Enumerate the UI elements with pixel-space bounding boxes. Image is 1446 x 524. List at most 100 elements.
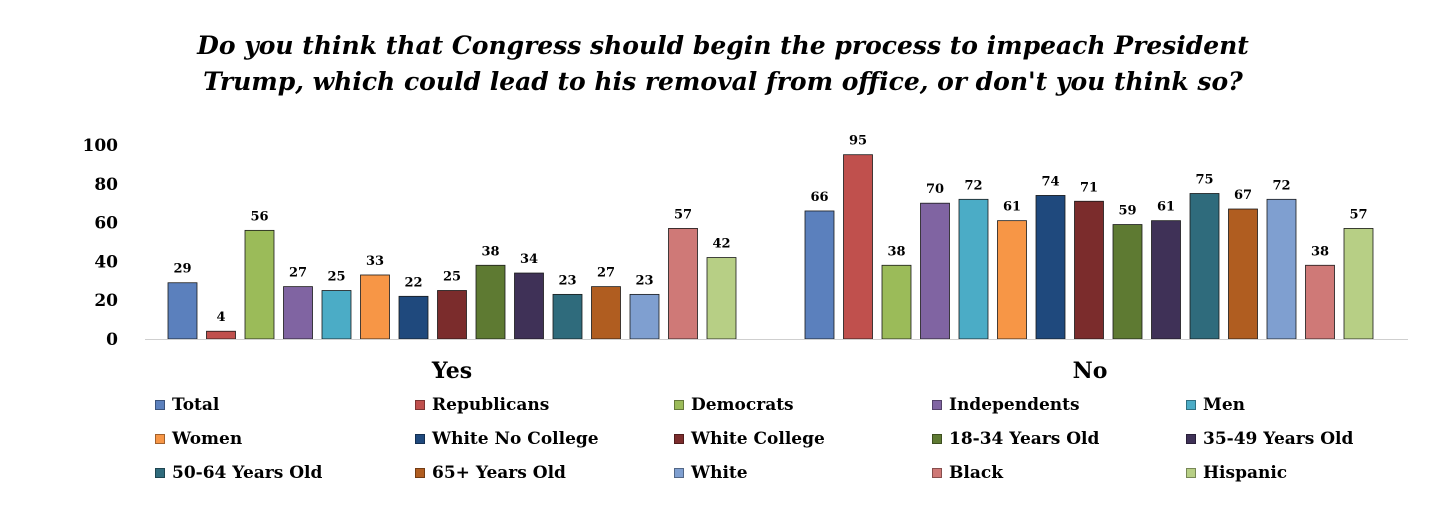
legend-label: Hispanic <box>1203 463 1288 483</box>
bar <box>244 229 275 340</box>
bar <box>629 293 660 340</box>
legend-item: Women <box>155 429 242 449</box>
legend-item: Total <box>155 395 219 415</box>
legend-label: White College <box>691 429 825 449</box>
bar <box>1151 220 1181 340</box>
bar <box>1112 224 1143 340</box>
bar <box>1228 208 1258 340</box>
bar <box>475 264 506 340</box>
legend-item: Republicans <box>415 395 549 415</box>
bar <box>668 228 698 340</box>
category-labels: Yes No <box>431 358 1107 384</box>
data-label: 95 <box>849 134 867 149</box>
data-label: 66 <box>810 190 828 205</box>
data-label: 59 <box>1118 204 1136 219</box>
data-label: 23 <box>558 273 576 288</box>
legend-swatch <box>415 468 425 478</box>
legend-swatch <box>155 400 165 410</box>
data-label: 61 <box>1003 200 1021 215</box>
bar <box>437 290 467 340</box>
legend-label: Black <box>949 463 1003 483</box>
legend-item: Independents <box>932 395 1080 415</box>
legend-label: 50-64 Years Old <box>172 463 323 483</box>
bar <box>843 154 873 340</box>
data-label: 56 <box>250 209 268 224</box>
data-label: 38 <box>887 244 905 259</box>
legend-item: 65+ Years Old <box>415 463 566 483</box>
legend-item: 35-49 Years Old <box>1186 429 1353 449</box>
data-label: 34 <box>520 252 538 267</box>
bar <box>514 272 544 340</box>
legend-swatch <box>1186 468 1196 478</box>
legend-swatch <box>674 434 684 444</box>
legend-label: 65+ Years Old <box>432 463 566 483</box>
bar <box>997 220 1027 340</box>
chart-title-line-2: Trump, which could lead to his removal f… <box>203 67 1243 96</box>
bar <box>1266 198 1297 340</box>
bar <box>881 264 912 340</box>
legend-label: Democrats <box>691 395 794 415</box>
y-axis-ticks: 0 20 40 60 80 100 <box>83 136 119 350</box>
legend-swatch <box>1186 400 1196 410</box>
bar <box>283 286 313 340</box>
legend-item: Hispanic <box>1186 463 1287 483</box>
legend-swatch <box>155 468 165 478</box>
data-label: 38 <box>1311 244 1329 259</box>
legend-item: 18-34 Years Old <box>932 429 1099 449</box>
legend-item: White No College <box>415 429 599 449</box>
legend-swatch <box>674 400 684 410</box>
bar <box>1074 200 1104 340</box>
legend-label: Republicans <box>432 395 550 415</box>
chart-title: Do you think that Congress should begin … <box>0 28 1446 100</box>
y-tick-label: 40 <box>94 252 118 272</box>
data-label: 23 <box>635 273 653 288</box>
bar <box>958 198 989 340</box>
legend-label: Women <box>172 429 243 449</box>
data-label: 29 <box>173 262 191 277</box>
bar <box>591 286 621 340</box>
y-tick-label: 100 <box>83 136 119 156</box>
data-label: 57 <box>1349 207 1367 222</box>
data-label: 22 <box>404 275 422 290</box>
bar <box>1305 264 1335 340</box>
data-label: 57 <box>674 207 692 222</box>
legend-label: White No College <box>432 429 599 449</box>
legend-label: White <box>691 463 748 483</box>
bar <box>706 257 737 340</box>
data-label: 72 <box>964 178 982 193</box>
legend-item: White College <box>674 429 825 449</box>
data-label: 70 <box>926 182 944 197</box>
legend-swatch <box>415 434 425 444</box>
data-label: 42 <box>712 237 730 252</box>
legend-label: 18-34 Years Old <box>949 429 1100 449</box>
chart-title-line-1: Do you think that Congress should begin … <box>197 31 1249 60</box>
legend-item: Men <box>1186 395 1245 415</box>
bar <box>206 330 236 340</box>
legend-label: Total <box>172 395 220 415</box>
category-label: Yes <box>431 358 472 384</box>
legend-swatch <box>932 468 942 478</box>
data-label: 61 <box>1157 200 1175 215</box>
legend-item: 50-64 Years Old <box>155 463 322 483</box>
data-label: 4 <box>216 310 225 325</box>
data-label: 74 <box>1041 174 1059 189</box>
data-label: 27 <box>289 266 307 281</box>
bar <box>1189 193 1220 340</box>
bar <box>167 282 198 340</box>
legend-label: Independents <box>949 395 1080 415</box>
bar <box>552 293 583 340</box>
category-label: No <box>1073 358 1108 384</box>
legend-swatch <box>932 434 942 444</box>
y-tick-label: 80 <box>94 175 118 195</box>
bar <box>398 295 429 340</box>
y-tick-label: 0 <box>106 330 118 350</box>
bar <box>804 210 835 340</box>
legend-swatch <box>1186 434 1196 444</box>
legend-swatch <box>155 434 165 444</box>
bar <box>1343 228 1374 340</box>
data-label: 38 <box>481 244 499 259</box>
legend-item: Democrats <box>674 395 794 415</box>
legend-swatch <box>415 400 425 410</box>
bar <box>920 202 950 340</box>
bar <box>321 290 352 340</box>
